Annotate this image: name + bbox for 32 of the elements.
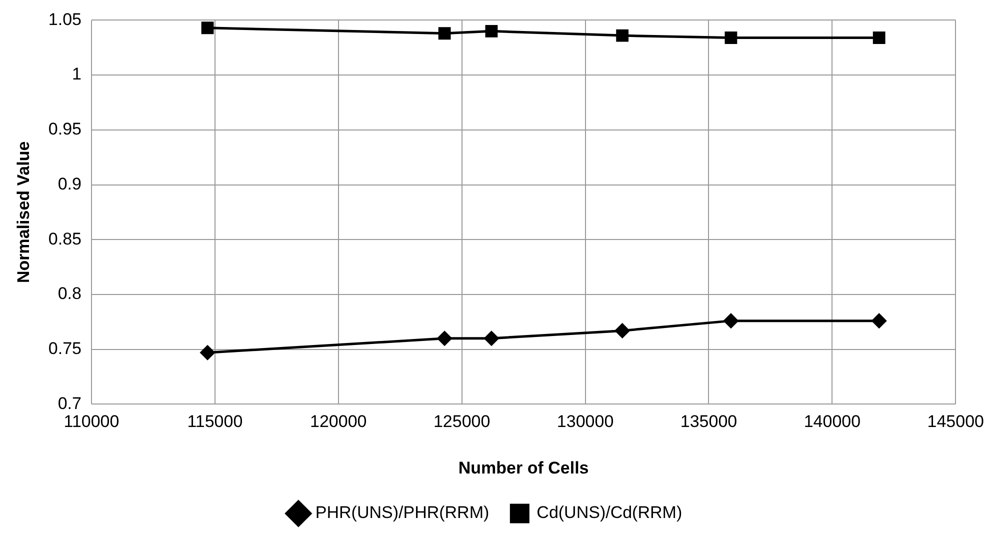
y-tick-label: 0.75 bbox=[48, 339, 82, 358]
x-tick-label: 120000 bbox=[310, 412, 367, 432]
x-tick-label: 145000 bbox=[927, 412, 984, 432]
point bbox=[615, 323, 630, 338]
point bbox=[201, 22, 214, 34]
point bbox=[872, 314, 886, 328]
x-tick-label: 130000 bbox=[556, 412, 614, 432]
legend-label: PHR(UNS)/PHR(RRM) bbox=[315, 503, 490, 522]
x-axis-title: Number of Cells bbox=[458, 458, 589, 478]
x-tick-label: 135000 bbox=[680, 412, 738, 432]
y-tick-label: 1.05 bbox=[48, 10, 82, 29]
point bbox=[200, 345, 215, 360]
point bbox=[872, 32, 886, 44]
y-tick-label: 0.8 bbox=[58, 284, 82, 304]
point bbox=[485, 24, 498, 38]
y-tick-label: 0.85 bbox=[48, 229, 82, 248]
y-tick-label: 0.9 bbox=[58, 174, 82, 194]
x-tick-label: 140000 bbox=[804, 412, 861, 432]
y-tick-label: 0.7 bbox=[58, 394, 82, 413]
y-axis-title: Normalised Value bbox=[14, 141, 33, 284]
point bbox=[484, 331, 499, 346]
y-tick-label: 1 bbox=[72, 64, 82, 84]
legend-label: Cd(UNS)/Cd(RRM) bbox=[536, 503, 682, 522]
point bbox=[616, 29, 629, 42]
point bbox=[437, 331, 452, 346]
x-tick-label: 125000 bbox=[433, 412, 490, 432]
y-tick-label: 0.95 bbox=[48, 120, 82, 139]
x-tick-label: 115000 bbox=[187, 412, 243, 432]
point bbox=[438, 27, 451, 40]
point bbox=[724, 314, 738, 328]
x-tick-label: 110000 bbox=[64, 412, 120, 432]
point bbox=[724, 32, 738, 44]
